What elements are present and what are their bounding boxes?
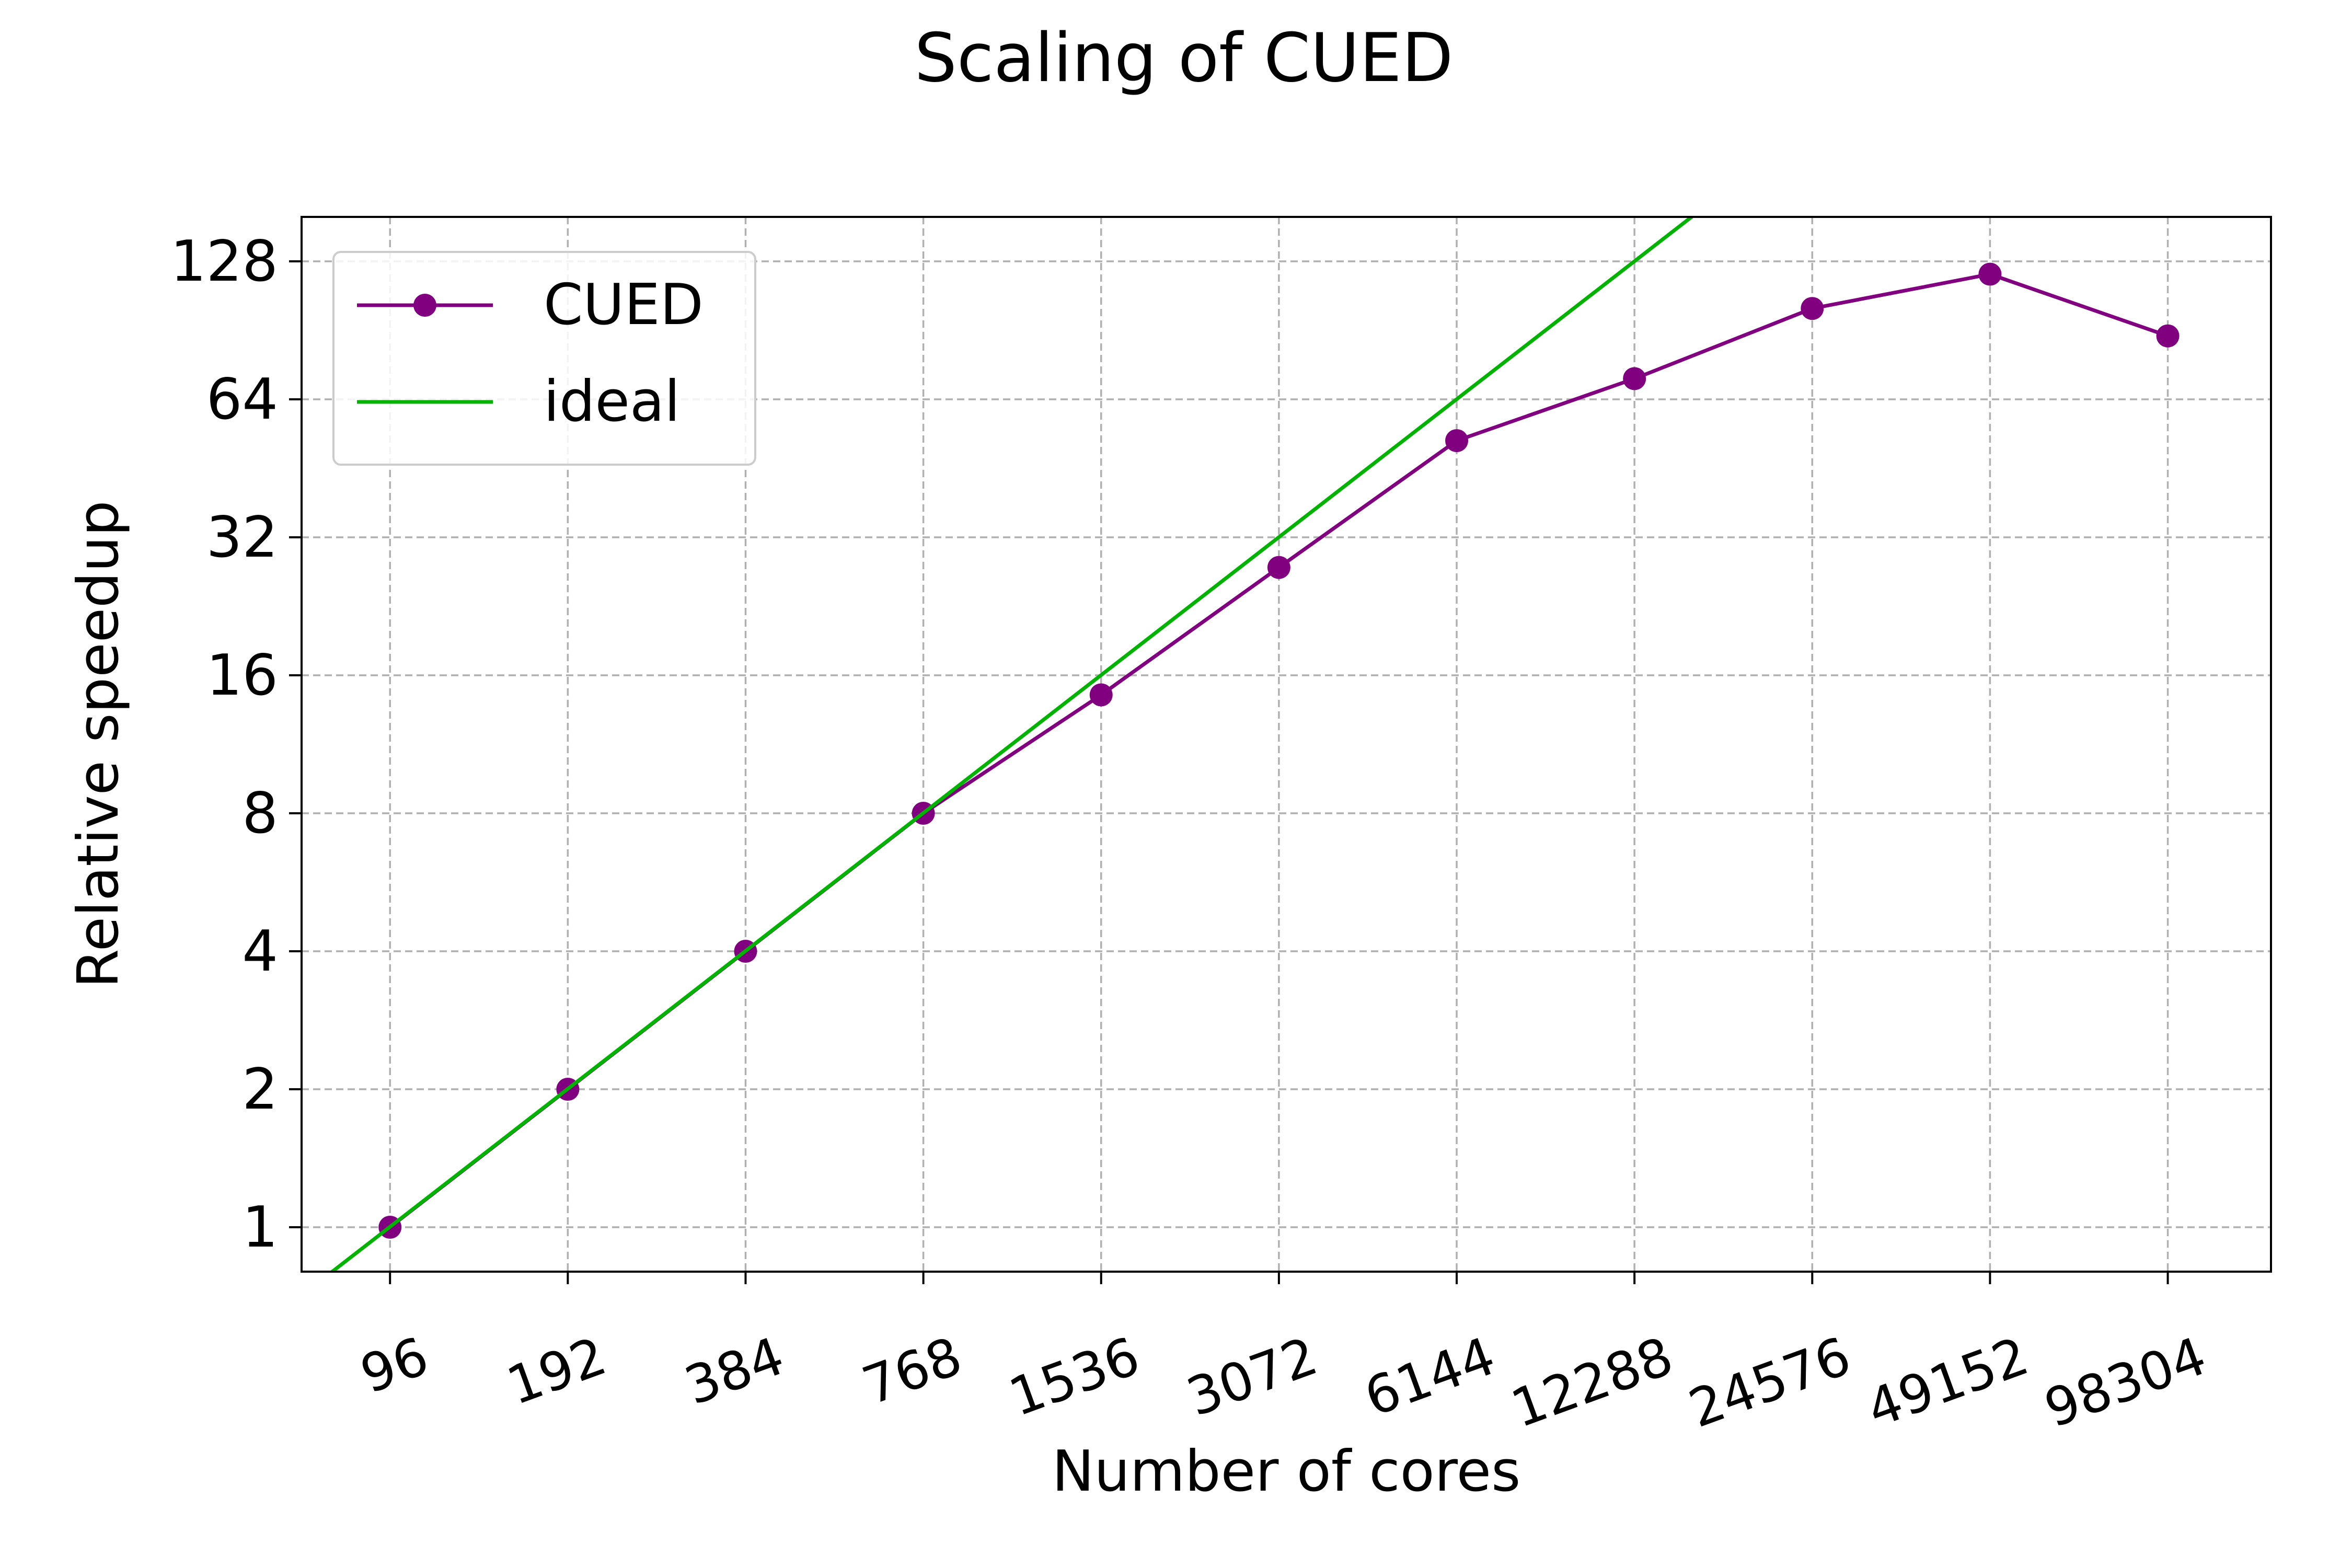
y-tick-label: 16 (206, 643, 278, 708)
cued-data-point (1623, 367, 1646, 390)
plot-frame (301, 216, 2272, 1273)
ideal-series-line (329, 217, 1695, 1272)
cued-data-point (1801, 297, 1824, 320)
x-tick-label: 96 (353, 1325, 436, 1405)
legend-cued-marker (413, 294, 436, 317)
x-tick-label: 24576 (1681, 1325, 1859, 1440)
x-tick-label: 98304 (2037, 1325, 2214, 1440)
cued-data-point (1978, 262, 2002, 286)
y-tick-label: 4 (242, 919, 278, 984)
legend-ideal-label: ideal (544, 369, 680, 434)
y-axis: 1 2 4 8 16 32 64 128 (170, 229, 302, 1260)
x-axis-label: Number of cores (1052, 1439, 1521, 1504)
x-tick-label: 12288 (1503, 1325, 1680, 1440)
y-tick-label: 8 (242, 781, 278, 846)
cued-data-point (1445, 429, 1469, 453)
x-tick-label: 3072 (1179, 1325, 1325, 1428)
x-tick-label: 192 (499, 1325, 614, 1417)
y-tick-label: 128 (170, 229, 278, 294)
chart-title: Scaling of CUED (915, 19, 1454, 97)
y-tick-label: 2 (242, 1057, 278, 1122)
cued-data-point (1267, 556, 1290, 579)
legend: CUED ideal (332, 251, 756, 466)
x-tick-label: 6144 (1357, 1325, 1503, 1428)
x-tick-label: 384 (677, 1325, 791, 1417)
legend-cued-label: CUED (544, 272, 704, 338)
x-tick-label: 1536 (1001, 1325, 1147, 1428)
y-tick-label: 32 (206, 505, 278, 570)
x-axis: 96 192 384 768 1536 3072 6144 12288 24576 49152 98… (353, 1272, 2214, 1439)
cued-data-point (2156, 324, 2180, 348)
x-tick-label: 49152 (1859, 1325, 2036, 1440)
series-layer (329, 217, 2180, 1272)
y-axis-label: Relative speedup (66, 500, 131, 988)
grid (302, 217, 2271, 1272)
y-tick-label: 1 (242, 1195, 278, 1260)
x-tick-label: 768 (855, 1325, 969, 1417)
cued-data-point (1089, 683, 1113, 707)
y-tick-label: 64 (206, 367, 278, 432)
